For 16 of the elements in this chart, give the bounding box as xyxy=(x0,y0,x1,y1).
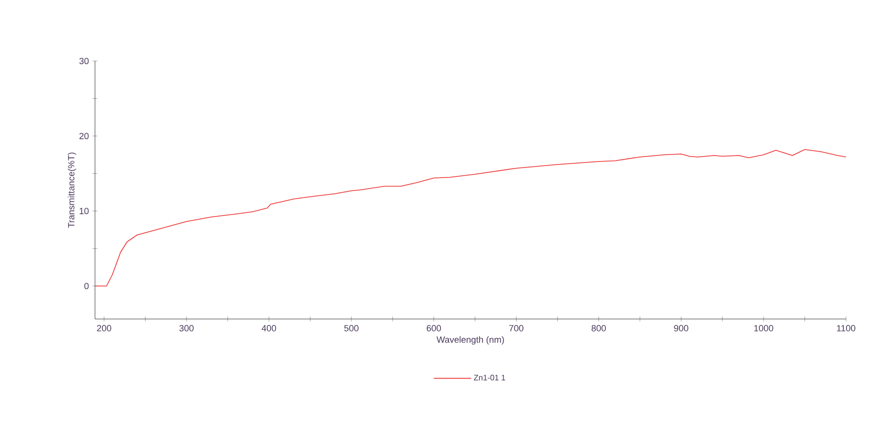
y-axis-title: Transmittance(%T) xyxy=(68,152,76,228)
x-tick-label: 900 xyxy=(674,325,688,332)
x-tick-label: 400 xyxy=(262,325,276,332)
x-tick-label: 500 xyxy=(344,325,359,332)
x-tick-label: 1000 xyxy=(754,325,774,332)
x-tick-label: 800 xyxy=(592,325,606,332)
x-tick-label: 300 xyxy=(179,325,194,332)
y-tick-label: 10 xyxy=(80,208,89,214)
y-tick-label: 30 xyxy=(79,58,89,64)
x-axis-title: Wavelength (nm) xyxy=(436,336,504,345)
y-tick-label: 0 xyxy=(84,282,89,290)
x-tick-label: 200 xyxy=(97,325,112,332)
x-tick-label: 700 xyxy=(509,325,524,332)
y-tick-label: 20 xyxy=(79,132,89,140)
x-tick-label: 1100 xyxy=(837,325,856,332)
x-tick-label: 600 xyxy=(426,325,441,332)
